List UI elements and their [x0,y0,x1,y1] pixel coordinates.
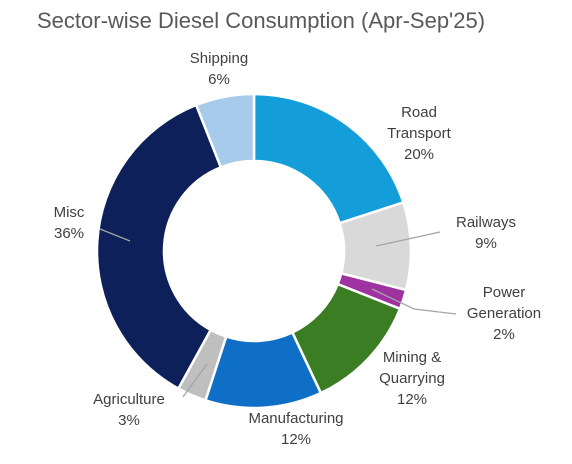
slice-value-label: 12% [397,391,427,408]
slice-name-label: Manufacturing [248,410,343,427]
slice-road-transport [252,92,405,225]
leader-line-misc [99,228,131,242]
slice-value-label: 36% [54,225,84,242]
label-road-transport: Road Transport 20% [387,104,451,163]
leader-line-power-generation [371,288,457,315]
leader-line-railways [375,231,441,247]
slice-value-label: 9% [475,235,497,252]
leader-lines [99,228,457,398]
slice-misc [95,103,223,391]
slice-shipping [194,92,256,169]
slice-name-label: Railways [456,214,516,231]
slice-value-label: 6% [208,71,230,88]
label-agriculture: Agriculture 3% [93,391,165,429]
label-shipping: Shipping 6% [190,50,248,88]
donut-slices [95,92,413,410]
label-power-generation: Power Generation 2% [467,284,541,343]
slice-name-label: Power [483,284,526,301]
leader-line-agriculture [182,363,208,398]
slice-name-label: Quarrying [379,370,445,387]
slice-value-label: 12% [281,431,311,448]
label-mining-quarrying: Mining & Quarrying 12% [379,349,445,408]
slice-name-label: Agriculture [93,391,165,408]
label-railways: Railways 9% [456,214,516,252]
slice-name-label: Generation [467,305,541,322]
slice-name-label: Mining & [383,349,441,366]
label-manufacturing: Manufacturing 12% [248,410,343,448]
chart-title: Sector-wise Diesel Consumption (Apr-Sep'… [37,8,486,33]
slice-name-label: Transport [387,125,451,142]
slice-value-label: 2% [493,326,515,343]
slice-labels: Road Transport 20% Railways 9% Power Generatio… [54,50,542,448]
label-misc: Misc 36% [54,204,85,242]
slice-name-label: Shipping [190,50,248,67]
slice-value-label: 20% [404,146,434,163]
slice-name-label: Misc [54,204,85,221]
slice-value-label: 3% [118,412,140,429]
slice-name-label: Road [401,104,437,121]
